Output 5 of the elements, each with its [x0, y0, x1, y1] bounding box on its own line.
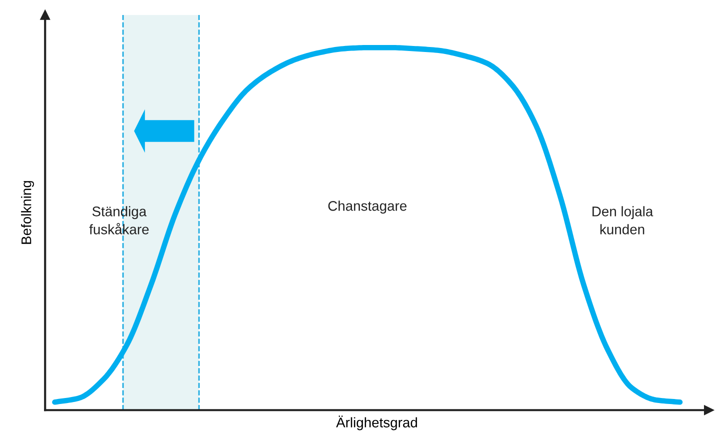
annotation: Den lojala kunden [592, 206, 654, 234]
y-axis-title: Befolkning [21, 181, 34, 244]
annotation: Chanstagare [328, 200, 407, 214]
x-axis-title: Ärlighetsgrad [336, 416, 417, 430]
annotation: Ständiga fuskåkare [89, 206, 149, 234]
